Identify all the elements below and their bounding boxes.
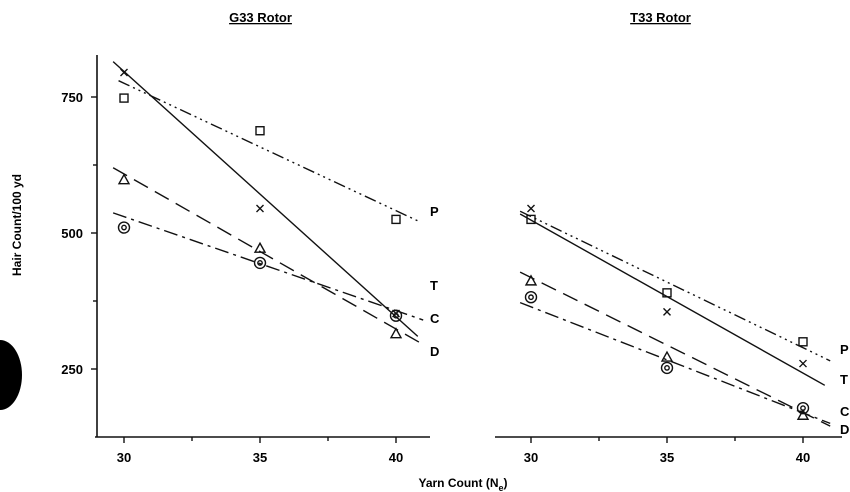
data-point-D <box>389 327 403 339</box>
data-point-C <box>660 361 674 375</box>
fit-line-C <box>519 301 831 425</box>
x-tick-label: 30 <box>117 450 131 465</box>
data-point-C <box>117 221 131 234</box>
series-label-P: P <box>840 342 849 357</box>
data-point-P <box>391 214 401 225</box>
data-point-P <box>255 126 265 136</box>
data-point-C <box>389 309 403 322</box>
fit-line-P <box>118 80 421 223</box>
series-label-P: P <box>430 204 439 219</box>
y-tick-label: 750 <box>61 90 83 105</box>
panel-0: G33 Rotor 30 35 40 250 500 750 Hair Count/100 y… <box>10 10 440 465</box>
series-C: C <box>112 212 440 326</box>
data-point-D <box>796 408 810 420</box>
data-point-P <box>119 93 129 103</box>
x-tick-label: 40 <box>389 450 403 465</box>
data-point-T <box>663 307 671 316</box>
panel-1: T33 Rotor 30 35 40 PT CD <box>495 10 850 465</box>
fit-line-P <box>519 210 831 362</box>
series-P: P <box>519 210 849 362</box>
y-tick-label: 250 <box>61 362 83 377</box>
fit-line-T <box>112 61 419 337</box>
series-D: D <box>519 271 849 437</box>
data-point-T <box>120 68 128 77</box>
fit-line-T <box>519 213 826 386</box>
y-axis-label: Hair Count/100 yd <box>10 174 24 276</box>
series-label-C: C <box>430 311 440 326</box>
series-label-T: T <box>840 372 848 387</box>
data-point-T <box>527 204 535 213</box>
series-label-D: D <box>430 344 439 359</box>
scan-artifact-blob <box>0 340 22 410</box>
series-label-T: T <box>430 278 438 293</box>
data-point-C <box>524 290 538 304</box>
panel-title: G33 Rotor <box>229 10 292 25</box>
data-point-T <box>256 204 264 213</box>
data-point-P <box>526 214 536 225</box>
x-tick-label: 40 <box>796 450 810 465</box>
fit-line-C <box>112 212 424 321</box>
panel-title: T33 Rotor <box>630 10 691 25</box>
data-point-C <box>253 256 267 270</box>
data-point-D <box>524 274 538 286</box>
x-tick-label: 30 <box>524 450 538 465</box>
data-point-D <box>117 173 131 185</box>
data-point-T <box>799 359 807 368</box>
series-D: D <box>112 167 439 359</box>
y-tick-label: 500 <box>61 226 83 241</box>
data-point-D <box>660 350 674 362</box>
data-point-D <box>253 241 267 253</box>
x-tick-label: 35 <box>660 450 674 465</box>
series-T: T <box>112 61 438 337</box>
series-label-D: D <box>840 422 849 437</box>
x-tick-label: 35 <box>253 450 267 465</box>
series-P: P <box>118 80 439 225</box>
fit-line-D <box>519 271 831 427</box>
data-point-P <box>798 337 808 347</box>
series-label-C: C <box>840 404 850 419</box>
series-C: C <box>519 290 850 425</box>
x-axis-label: Yarn Count (Ne) <box>418 476 507 492</box>
series-T: T <box>519 204 848 387</box>
fit-line-D <box>112 167 424 346</box>
